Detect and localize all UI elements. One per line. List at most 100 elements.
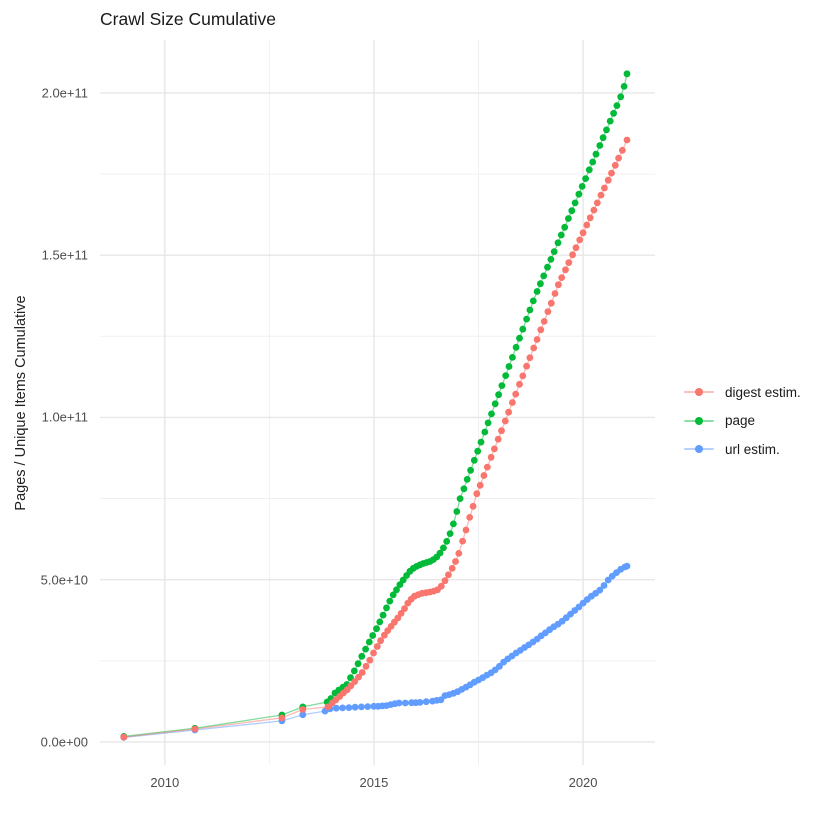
data-point-digest-estim: [569, 251, 576, 259]
y-tick-label: 2.0e+11: [41, 85, 88, 101]
data-point-page: [599, 134, 607, 142]
data-point-digest-estim: [401, 605, 408, 612]
data-point-digest-estim: [480, 472, 488, 479]
legend-label: digest estim.: [725, 384, 801, 400]
data-point-page: [568, 207, 576, 215]
data-point-digest-estim: [562, 266, 569, 274]
data-point-page: [460, 485, 468, 493]
data-point-url-estim: [332, 704, 340, 712]
series-url-estim: [120, 562, 631, 741]
data-point-digest-estim: [537, 326, 545, 334]
data-point-page: [550, 248, 558, 256]
data-point-digest-estim: [358, 669, 366, 676]
series-line-digest-estim: [123, 139, 628, 738]
data-point-page: [453, 508, 461, 515]
data-point-page: [509, 354, 516, 361]
data-point-page: [383, 604, 390, 612]
data-point-url-estim: [299, 711, 307, 719]
legend-key-dot: [695, 416, 703, 425]
data-point-page: [386, 597, 394, 605]
legend-key-url-estim-icon: [682, 435, 716, 463]
data-point-digest-estim: [555, 281, 562, 289]
data-point-page: [516, 334, 523, 342]
y-axis-title: Pages / Unique Items Cumulative: [13, 295, 29, 511]
data-point-digest-estim: [558, 274, 566, 281]
data-point-page: [488, 410, 495, 418]
data-point-page: [393, 586, 400, 594]
y-tick-label: 5.0e+10: [40, 572, 88, 588]
legend-key-page-icon: [682, 407, 716, 435]
data-point-digest-estim: [608, 169, 615, 177]
data-point-page: [565, 215, 572, 222]
data-point-digest-estim: [565, 259, 573, 266]
data-point-page: [495, 391, 502, 399]
data-point-digest-estim: [579, 229, 587, 237]
data-point-page: [561, 223, 569, 231]
legend: digest estim. page url estim.: [682, 378, 801, 464]
data-point-digest-estim: [619, 146, 626, 154]
data-point-page: [440, 544, 447, 552]
data-point-page: [617, 93, 625, 101]
data-point-digest-estim: [373, 643, 381, 650]
data-point-page: [362, 645, 369, 653]
data-point-page: [389, 591, 397, 599]
data-point-digest-estim: [448, 564, 456, 572]
data-point-digest-estim: [593, 199, 601, 207]
data-point-page: [529, 297, 537, 305]
data-point-page: [358, 652, 366, 660]
data-point-digest-estim: [544, 308, 552, 315]
data-point-page: [557, 231, 565, 239]
data-point-page: [589, 158, 597, 166]
data-point-page: [547, 256, 555, 263]
data-point-page: [623, 70, 631, 78]
data-point-digest-estim: [615, 154, 622, 162]
data-point-page: [533, 288, 541, 295]
data-point-page: [620, 83, 628, 90]
data-point-page: [603, 126, 610, 134]
data-point-digest-estim: [523, 362, 530, 370]
data-point-page: [519, 325, 527, 333]
data-point-url-estim: [623, 562, 631, 570]
data-point-page: [526, 306, 534, 314]
data-point-digest-estim: [377, 637, 384, 645]
data-point-url-estim: [416, 699, 424, 706]
data-point-digest-estim: [533, 336, 541, 343]
data-point-digest-estim: [473, 490, 481, 498]
data-point-page: [354, 660, 362, 668]
data-point-digest-estim: [455, 550, 463, 557]
data-point-digest-estim: [590, 206, 598, 214]
data-point-digest-estim: [462, 526, 470, 534]
data-point-url-estim: [358, 703, 365, 711]
data-point-digest-estim: [498, 427, 505, 435]
data-point-url-estim: [339, 704, 346, 712]
data-point-page: [596, 142, 604, 149]
data-point-digest-estim: [487, 453, 495, 461]
data-point-page: [456, 495, 464, 502]
data-point-digest-estim: [551, 290, 559, 297]
data-point-page: [446, 530, 454, 537]
x-tick-label: 2010: [150, 775, 180, 790]
data-point-digest-estim: [540, 318, 548, 325]
data-point-digest-estim: [604, 176, 612, 184]
data-point-url-estim: [437, 696, 445, 704]
data-point-url-estim: [395, 699, 403, 707]
data-point-digest-estim: [397, 610, 405, 617]
data-point-digest-estim: [509, 399, 516, 406]
y-tick-label: 1.5e+11: [41, 247, 88, 263]
data-point-page: [613, 102, 621, 109]
data-point-page: [571, 199, 579, 207]
data-point-page: [578, 183, 586, 190]
data-point-url-estim: [422, 698, 430, 706]
data-point-url-estim: [345, 704, 353, 711]
data-point-digest-estim: [512, 390, 520, 398]
data-point-digest-estim: [501, 417, 509, 425]
chart-title: Crawl Size Cumulative: [100, 9, 277, 29]
data-point-digest-estim: [583, 221, 591, 229]
data-point-digest-estim: [530, 344, 538, 352]
series-digest-estim: [120, 136, 631, 741]
data-point-page: [491, 400, 499, 408]
data-point-page: [575, 190, 583, 198]
data-point-page: [582, 175, 589, 183]
data-point-page: [512, 343, 520, 351]
